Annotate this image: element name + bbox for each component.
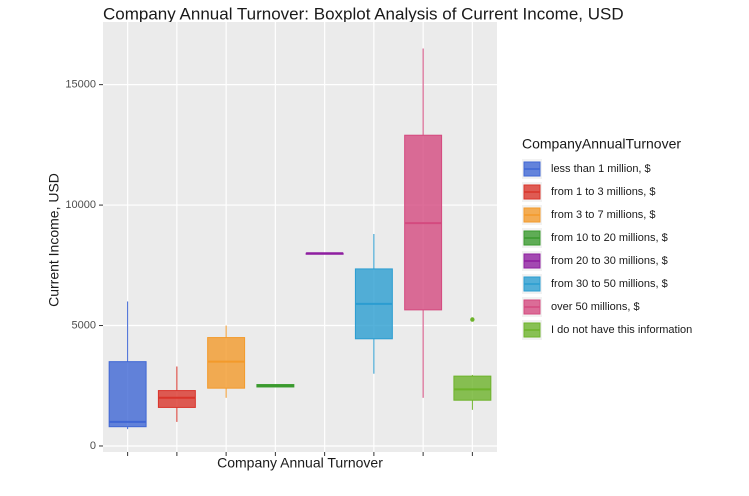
outlier <box>470 317 475 322</box>
legend-title: CompanyAnnualTurnover <box>522 136 681 152</box>
legend-label: from 3 to 7 millions, $ <box>551 209 656 221</box>
x-axis-label: Company Annual Turnover <box>217 455 383 471</box>
y-tick-label: 5000 <box>72 319 96 331</box>
legend-label: from 10 to 20 millions, $ <box>551 232 668 244</box>
box <box>108 361 147 428</box>
chart-title: Company Annual Turnover: Boxplot Analysi… <box>103 4 624 23</box>
box <box>157 390 196 408</box>
legend-label: from 30 to 50 millions, $ <box>551 278 668 290</box>
box <box>207 337 246 389</box>
legend-label: from 20 to 30 millions, $ <box>551 255 668 267</box>
legend-label: less than 1 million, $ <box>551 163 651 175</box>
legend-label: from 1 to 3 millions, $ <box>551 186 656 198</box>
y-tick-label: 10000 <box>65 199 96 211</box>
legend-label: I do not have this information <box>551 324 692 336</box>
box <box>453 375 492 401</box>
y-tick-label: 15000 <box>65 79 96 91</box>
legend-label: over 50 millions, $ <box>551 301 640 313</box>
y-tick-label: 0 <box>90 440 96 452</box>
y-axis-label: Current Income, USD <box>46 173 62 307</box>
